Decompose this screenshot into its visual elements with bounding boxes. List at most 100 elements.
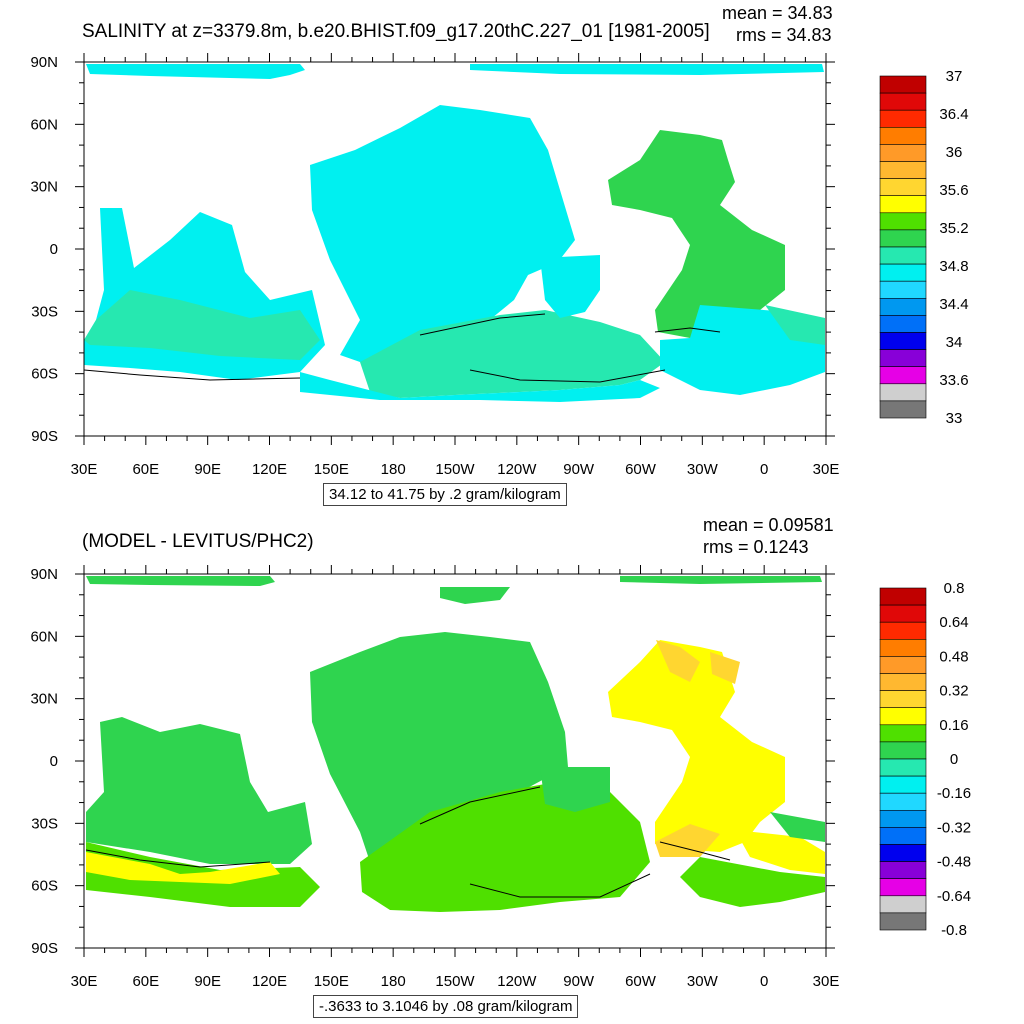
colorbar-swatch (879, 895, 927, 914)
colorbar-label: 0.16 (939, 717, 968, 734)
colorbar-label: -0.48 (937, 854, 971, 871)
colorbar-swatch (879, 741, 927, 760)
colorbar-label: 0.8 (944, 580, 965, 597)
colorbar-swatch (879, 758, 927, 777)
colorbar: 0.8 0.64 0.48 0.32 0.16 0 -0.16 -0.32 -0.48 -0.64… (879, 580, 971, 939)
colorbar-swatch (879, 195, 927, 214)
colorbar-swatch (879, 75, 927, 94)
colorbar-swatch (879, 639, 927, 657)
colorbar-swatch (879, 604, 927, 623)
y-tick-label: 30S (31, 815, 58, 832)
x-tick-label: 150E (314, 461, 349, 478)
colorbar-label: -0.16 (937, 785, 971, 802)
x-tick-label: 30E (71, 461, 98, 478)
x-tick-label: 150E (314, 973, 349, 990)
colorbar-swatch (879, 178, 927, 197)
y-tick-label: 90N (30, 54, 58, 71)
range-note: 34.12 to 41.75 by .2 gram/kilogram (323, 483, 567, 506)
colorbar-swatch (879, 127, 927, 145)
map-svg: 30E 60E 90E 120E 150E 180 150W 120W 90W 60W 30W 0 30… (30, 565, 971, 990)
y-tick-label: 60N (30, 628, 58, 645)
colorbar-swatch (879, 912, 927, 931)
mean-stat: mean = 34.83 (722, 3, 833, 23)
x-tick-label: 0 (760, 973, 768, 990)
x-tick-label: 30W (687, 973, 719, 990)
x-tick-label: 30E (71, 973, 98, 990)
colorbar-label: 0.64 (939, 614, 968, 631)
colorbar-swatch (879, 690, 927, 709)
colorbar-label: -0.32 (937, 819, 971, 836)
colorbar-label: 34.4 (939, 296, 968, 313)
colorbar-label: 36.4 (939, 106, 968, 123)
colorbar-label: 33 (946, 410, 963, 427)
colorbar-swatch (879, 315, 927, 333)
mean-stat: mean = 0.09581 (703, 515, 834, 535)
y-tick-label: 90N (30, 566, 58, 583)
colorbar-swatch (879, 827, 927, 845)
colorbar-swatch (879, 861, 927, 880)
y-tick-label: 60N (30, 116, 58, 133)
y-tick-label: 90S (31, 428, 58, 445)
colorbar-label: 36 (946, 144, 963, 161)
colorbar-swatch (879, 229, 927, 248)
y-tick-label: 0 (50, 241, 58, 258)
colorbar-swatch (879, 775, 927, 794)
difference-panel: (MODEL - LEVITUS/PHC2) mean = 0.09581 rm… (0, 512, 1024, 1024)
colorbar-swatch (879, 263, 927, 282)
y-tick-label: 60S (31, 878, 58, 895)
colorbar-swatch (879, 144, 927, 162)
colorbar-swatch (879, 246, 927, 265)
colorbar-swatch (879, 673, 927, 691)
ocean-field (85, 576, 825, 912)
x-tick-label: 180 (381, 973, 406, 990)
y-tick-label: 90S (31, 940, 58, 957)
map-svg: 30E 60E 90E 120E 150E 180 150W 120W 90W 60W 30W 0 30… (30, 53, 969, 478)
x-tick-label: 60E (132, 461, 159, 478)
ocean-field (83, 64, 825, 402)
map-axes: 30E 60E 90E 120E 150E 180 150W 120W 90W 60W 30W 0 30… (30, 53, 839, 478)
x-tick-label: 90W (563, 973, 595, 990)
x-tick-label: 120E (252, 973, 287, 990)
colorbar-swatch (879, 878, 927, 897)
chart-title: (MODEL - LEVITUS/PHC2) (82, 531, 314, 552)
colorbar-swatch (879, 383, 927, 402)
x-tick-label: 60E (132, 973, 159, 990)
chart-title: SALINITY at z=3379.8m, b.e20.BHIST.f09_g… (82, 21, 710, 42)
colorbar-swatch (879, 297, 927, 316)
x-tick-label: 150W (435, 461, 475, 478)
x-tick-label: 150W (435, 973, 475, 990)
rms-stat: rms = 34.83 (736, 25, 832, 45)
rms-stat: rms = 0.1243 (703, 537, 809, 557)
colorbar-label: 37 (946, 68, 963, 85)
colorbar-swatch (879, 161, 927, 179)
colorbar-swatch (879, 656, 927, 674)
colorbar-label: 34.8 (939, 258, 968, 275)
colorbar-swatch (879, 724, 927, 743)
colorbar-label: 33.6 (939, 372, 968, 389)
x-tick-label: 90W (563, 461, 595, 478)
colorbar-swatch (879, 212, 927, 231)
y-tick-label: 30S (31, 303, 58, 320)
colorbar-swatch (879, 792, 927, 811)
colorbar-label: -0.8 (941, 922, 967, 939)
salinity-panel: SALINITY at z=3379.8m, b.e20.BHIST.f09_g… (30, 3, 969, 506)
colorbar-swatch (879, 349, 927, 368)
colorbar-swatch (879, 707, 927, 726)
x-tick-label: 120E (252, 461, 287, 478)
x-tick-label: 90E (194, 461, 221, 478)
colorbar-swatch (879, 844, 927, 862)
y-tick-label: 60S (31, 366, 58, 383)
x-tick-label: 120W (497, 461, 537, 478)
colorbar-swatch (879, 400, 927, 419)
colorbar-label: 0.32 (939, 683, 968, 700)
colorbar-label: 0 (950, 751, 958, 768)
y-tick-label: 30N (30, 691, 58, 708)
y-tick-label: 30N (30, 179, 58, 196)
colorbar-label: 34 (946, 334, 963, 351)
colorbar-swatch (879, 587, 927, 606)
colorbar: 37 36.4 36 35.6 35.2 34.8 34.4 34 33.6 33 (879, 68, 969, 427)
range-note: -.3633 to 3.1046 by .08 gram/kilogram (313, 995, 579, 1018)
colorbar-label: -0.64 (937, 888, 971, 905)
x-tick-label: 30W (687, 461, 719, 478)
colorbar-label: 35.6 (939, 182, 968, 199)
